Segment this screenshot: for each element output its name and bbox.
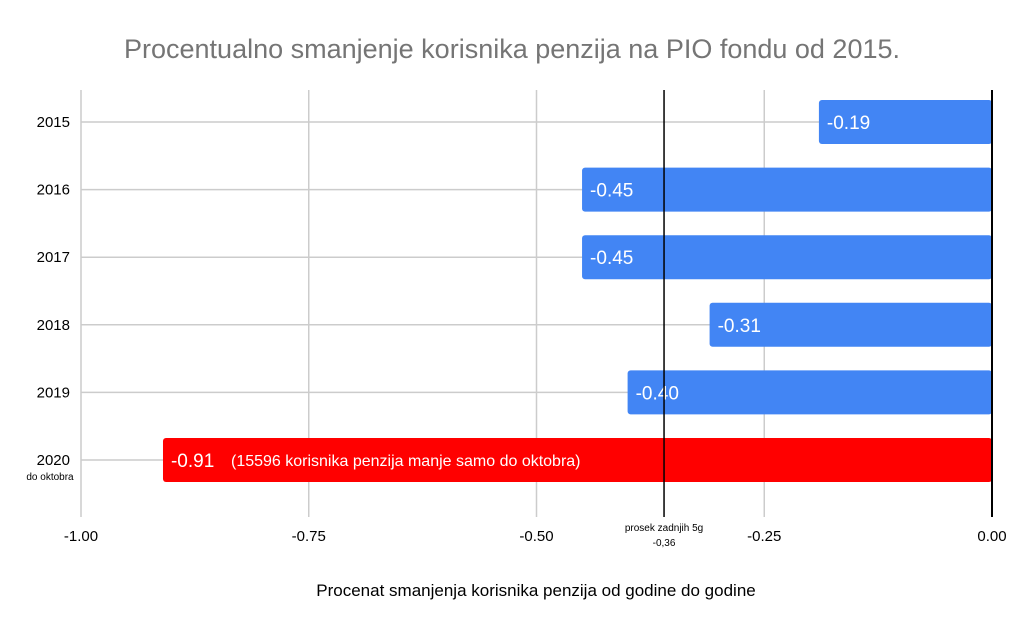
bar-2015 [818,100,992,144]
bar-2016 [582,167,992,212]
y-tick-label: 2017 [37,249,70,266]
bar-2020 [162,438,993,482]
y-tick-label: 2015 [37,114,70,131]
reference-line-group: prosek zadnjih 5g -0,36 [625,90,993,549]
data-label: -0.91 [171,451,214,472]
x-tick-label: 0.00 [977,528,1006,545]
chart-title: Procentualno smanjenje korisnika penzija… [124,34,900,64]
data-label: -0.45 [590,181,633,202]
x-tick-label: -0.75 [292,528,326,545]
data-label: -0.45 [590,248,633,269]
y-tick-sublabel: do oktobra [26,472,74,483]
y-tick-label: 2019 [37,384,70,401]
data-label: -0.31 [718,316,761,337]
bars: -0.19 -0.45 -0.45 -0.31 -0.40 -0.91 (15596 kor… [162,100,993,482]
y-tick-label: 2018 [37,317,70,334]
y-tick-label: 2016 [37,182,70,199]
x-tick-label: -0.50 [519,528,553,545]
x-tick-label: -0.25 [747,528,781,545]
x-tick-label: -1.00 [64,528,98,545]
data-label: -0.19 [827,113,870,134]
reference-line-label: prosek zadnjih 5g [625,523,703,534]
reference-line-value: -0,36 [653,538,676,549]
axis-labels: -1.00 -0.75 -0.50 -0.25 0.00 2015 2016 2017 2018… [26,114,1006,545]
bar-annotation: (15596 korisnika penzija manje samo do o… [231,453,581,470]
bar-2017 [582,235,992,280]
bar-2019 [627,370,992,415]
data-label: -0.40 [636,383,679,404]
bar-2018 [709,302,992,347]
y-tick-label: 2020 [37,452,70,469]
x-axis-title: Procenat smanjenja korisnika penzija od … [316,581,755,600]
